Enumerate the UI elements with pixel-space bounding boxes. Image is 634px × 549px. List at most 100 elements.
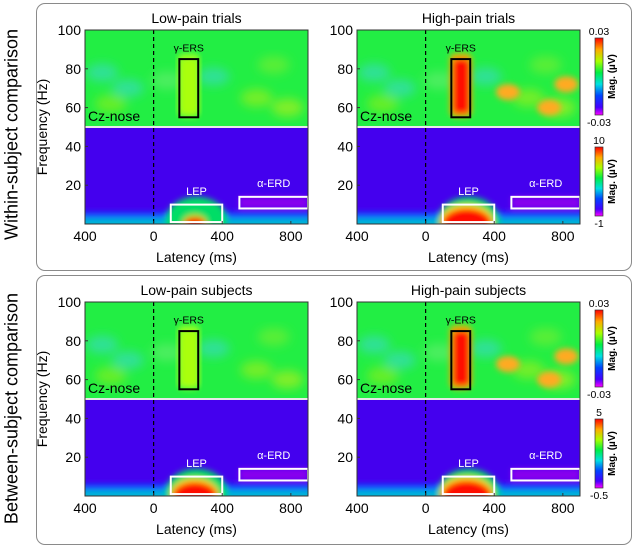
y-tick-label: 20	[65, 449, 81, 465]
y-tick-label: 60	[65, 372, 81, 388]
gamma-blob	[111, 351, 144, 370]
plot-frame	[84, 301, 309, 497]
y-tick-label: 100	[330, 294, 354, 310]
y-tick-label: 40	[337, 138, 353, 154]
x-tick-label: 800	[279, 228, 303, 244]
gamma-blob	[495, 356, 520, 373]
alpha-erd-fill	[239, 468, 308, 481]
roi-label-gamma: γ-ERS	[446, 42, 476, 54]
x-tick-label: 800	[279, 500, 303, 516]
colorbar-max: 0.03	[589, 298, 610, 310]
gamma-blob	[495, 84, 520, 101]
tf-panel: γ-ERS LEP α-ERD Cz-nose 400 0 400 800 20 40 60 80 10…	[330, 282, 618, 537]
x-tick-label: 400	[483, 228, 507, 244]
y-tick-label: 40	[65, 410, 81, 426]
colorbar-gradient	[594, 146, 604, 217]
gamma-blob	[151, 71, 184, 90]
colorbar-gamma: 0.03 -0.03 Mag. (µV)	[587, 26, 618, 129]
roi-box	[169, 475, 224, 496]
gamma-blob	[512, 88, 545, 107]
colorbar-min: -0.03	[587, 389, 611, 401]
gamma-blob	[86, 335, 119, 354]
y-tick-label: 60	[337, 100, 353, 116]
roi-label-lep: LEP	[458, 458, 479, 470]
y-tick-label: 100	[58, 22, 82, 38]
x-tick-label: 400	[211, 500, 235, 516]
roi-label-alpha: α-ERD	[257, 450, 290, 462]
colorbar-label: Mag. (µV)	[607, 54, 618, 99]
roi-label-gamma: γ-ERS	[446, 314, 476, 326]
x-axis-label: Latency (ms)	[428, 249, 509, 265]
gamma-blob	[529, 55, 562, 74]
colorbar-gradient	[594, 37, 604, 116]
y-tick-label: 80	[337, 61, 353, 77]
gamma-texture	[86, 327, 304, 389]
y-tick-label: 40	[337, 410, 353, 426]
x-axis-label: Latency (ms)	[156, 521, 237, 537]
channel-label: Cz-nose	[88, 380, 140, 396]
x-tick-label: 400	[73, 500, 97, 516]
channel-label: Cz-nose	[88, 108, 140, 124]
gamma-blob	[554, 348, 579, 365]
gamma-blob	[271, 98, 304, 117]
gamma-blob	[151, 343, 184, 362]
gamma-blob	[197, 67, 230, 86]
colorbar-max: 5	[596, 407, 602, 419]
gamma-blob	[469, 339, 502, 358]
y-tick-label: 20	[337, 449, 353, 465]
x-tick-label: 0	[150, 500, 158, 516]
tf-map	[85, 302, 308, 496]
gamma-blob	[512, 360, 545, 379]
x-tick-label: 0	[422, 228, 430, 244]
lep-core	[441, 480, 492, 496]
alpha-erd-fill	[511, 468, 580, 481]
gamma-blob	[358, 335, 391, 354]
colorbar-max: 10	[593, 135, 605, 147]
gamma-blob	[537, 371, 562, 388]
x-axis-label: Latency (ms)	[156, 249, 237, 265]
roi-label-gamma: γ-ERS	[174, 42, 204, 54]
gamma-blob	[529, 327, 562, 346]
roi-label-alpha: α-ERD	[529, 450, 562, 462]
gamma-core	[181, 59, 198, 114]
gamma-blob	[537, 99, 562, 116]
gamma-texture	[358, 327, 576, 389]
y-tick-label: 80	[65, 333, 81, 349]
x-tick-label: 800	[551, 500, 575, 516]
tf-panel: γ-ERS LEP α-ERD Cz-nose 400 0 400 800 20 40 60 80 10…	[330, 10, 618, 265]
plot-frame	[356, 301, 581, 497]
gamma-blob	[423, 343, 456, 362]
lep-core	[172, 482, 218, 496]
y-tick-label: 60	[337, 372, 353, 388]
gamma-blob	[366, 366, 399, 385]
alpha-erd-fill	[511, 196, 580, 209]
gamma-blob	[366, 94, 399, 113]
colorbar-gradient	[594, 418, 604, 489]
y-tick-label: 100	[330, 22, 354, 38]
colorbar-low: 10 -1 Mag. (µV)	[593, 135, 618, 230]
gamma-core	[453, 331, 470, 386]
gamma-response	[177, 325, 200, 390]
roi-label-lep: LEP	[186, 186, 207, 198]
y-tick-label: 20	[337, 177, 353, 193]
colorbar-label: Mag. (µV)	[607, 159, 618, 204]
channel-label: Cz-nose	[360, 108, 412, 124]
y-axis-label: Frequency (Hz)	[34, 351, 50, 447]
lep-core	[441, 208, 492, 224]
plot-frame	[356, 29, 581, 225]
gamma-texture	[86, 55, 304, 117]
x-axis-label: Latency (ms)	[428, 521, 509, 537]
gamma-core	[453, 59, 470, 114]
gamma-blob	[271, 370, 304, 389]
gamma-blob	[257, 55, 290, 74]
panel-title: Low-pain subjects	[140, 282, 252, 298]
gamma-blob	[383, 79, 416, 98]
tf-panel: γ-ERS LEP α-ERD Cz-nose 400 0 400 800 20 40 60 80 10…	[34, 10, 309, 265]
y-tick-label: 20	[65, 177, 81, 193]
x-tick-label: 400	[345, 500, 369, 516]
x-tick-label: 0	[150, 228, 158, 244]
gamma-core	[181, 331, 198, 386]
tf-map	[85, 30, 308, 224]
roi-box	[450, 58, 472, 119]
